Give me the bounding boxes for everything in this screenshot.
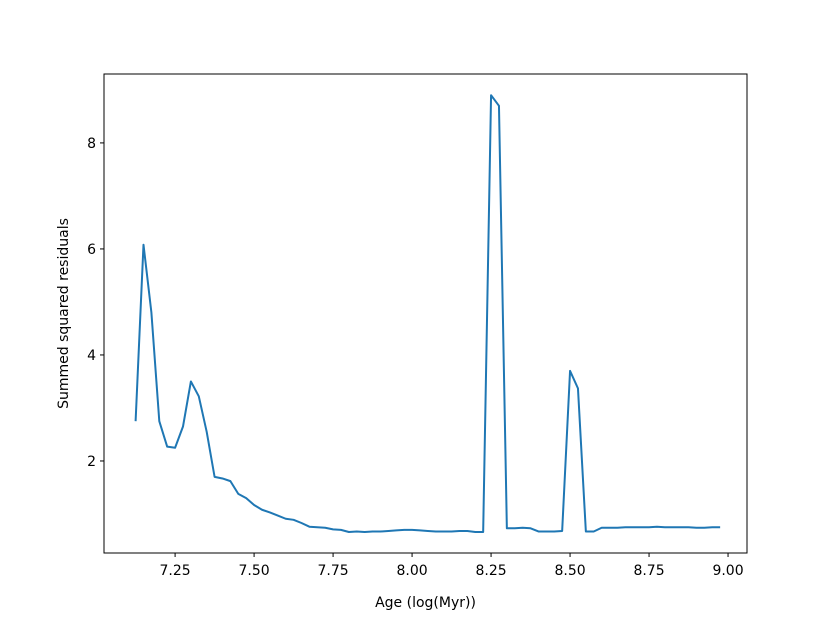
x-tick-label: 9.00 [712,563,743,579]
y-axis-label: Summed squared residuals [56,218,72,409]
x-tick-label: 8.50 [554,563,585,579]
x-tick-label: 7.25 [160,563,191,579]
y-tick-label: 2 [87,454,96,470]
x-tick-label: 8.75 [633,563,664,579]
x-axis-label: Age (log(Myr)) [375,595,476,611]
y-tick-label: 6 [87,242,96,258]
x-tick-label: 8.00 [396,563,427,579]
y-tick-label: 4 [87,348,96,364]
x-tick-label: 7.75 [317,563,348,579]
x-tick-label: 8.25 [475,563,506,579]
x-tick-label: 7.50 [239,563,270,579]
line-series [134,94,721,534]
y-tick-label: 8 [87,136,96,152]
plot-frame [103,73,748,554]
